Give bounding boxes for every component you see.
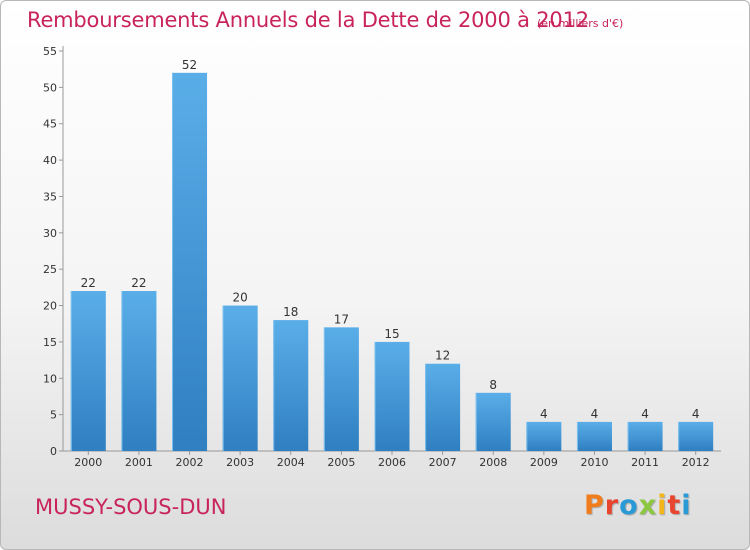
chart-labels: 22 22 52 20 18 17 15 12 8 4 4 4 4 (81, 58, 700, 421)
chart-title: Remboursements Annuels de la Dette de 20… (27, 8, 589, 32)
proxiti-logo: Proxiti (584, 490, 692, 521)
x-tick-label: 2011 (631, 456, 659, 469)
data-label: 4 (540, 407, 548, 421)
data-label: 8 (489, 378, 497, 392)
bar-2004 (273, 320, 309, 451)
logo-letter: o (619, 490, 639, 521)
bar-2006 (374, 341, 410, 451)
x-tick-label: 2000 (74, 456, 102, 469)
chart-bars (70, 72, 714, 452)
logo-letter: i (657, 490, 668, 521)
bar-2012 (678, 421, 714, 451)
y-tick-label: 15 (43, 336, 57, 349)
data-label: 22 (131, 276, 146, 290)
bar-2011 (627, 421, 663, 451)
x-tick-label: 2010 (580, 456, 608, 469)
data-label: 18 (283, 305, 298, 319)
x-tick-label: 2012 (682, 456, 710, 469)
bar-2005 (323, 327, 359, 451)
chart-unit: (en milliers d'€) (537, 17, 624, 30)
y-tick-label: 0 (50, 445, 57, 458)
data-label: 4 (591, 407, 599, 421)
bar-2008 (475, 392, 511, 451)
x-tick-label: 2004 (277, 456, 305, 469)
data-label: 4 (692, 407, 700, 421)
data-label: 20 (233, 291, 248, 305)
data-label: 12 (435, 349, 450, 363)
y-tick-label: 20 (43, 300, 57, 313)
x-tick-label: 2006 (378, 456, 406, 469)
logo-letter: t (667, 490, 682, 521)
y-tick-label: 50 (43, 81, 57, 94)
bar-2001 (121, 291, 157, 451)
bar-2007 (425, 363, 461, 451)
logo-letter: i (681, 490, 692, 521)
x-tick-label: 2008 (479, 456, 507, 469)
y-tick-label: 45 (43, 118, 57, 131)
data-label: 4 (641, 407, 649, 421)
data-label: 52 (182, 58, 197, 72)
x-tick-label: 2007 (429, 456, 457, 469)
chart-axes: 0 5 10 15 20 25 30 35 40 45 50 55 2000 2001 2002 2003 20… (43, 45, 721, 469)
y-tick-label: 5 (50, 409, 57, 422)
x-tick-label: 2002 (176, 456, 204, 469)
bar-2002 (172, 72, 208, 452)
bar-2000 (70, 291, 106, 451)
x-tick-label: 2001 (125, 456, 153, 469)
bar-2003 (222, 305, 258, 451)
x-tick-label: 2005 (327, 456, 355, 469)
y-tick-label: 30 (43, 227, 57, 240)
city-name: MUSSY-SOUS-DUN (35, 495, 227, 519)
logo-letter: x (638, 490, 658, 521)
y-tick-label: 10 (43, 372, 57, 385)
data-label: 22 (81, 276, 96, 290)
y-tick-label: 35 (43, 190, 57, 203)
logo-letter: r (604, 490, 620, 521)
data-label: 15 (384, 327, 399, 341)
y-tick-label: 40 (43, 154, 57, 167)
y-tick-label: 55 (43, 45, 57, 58)
x-tick-label: 2009 (530, 456, 558, 469)
bar-2010 (576, 421, 612, 451)
bar-2009 (526, 421, 562, 451)
y-tick-label: 25 (43, 263, 57, 276)
data-label: 17 (334, 312, 349, 326)
logo-letter: P (584, 490, 605, 521)
x-tick-label: 2003 (226, 456, 254, 469)
